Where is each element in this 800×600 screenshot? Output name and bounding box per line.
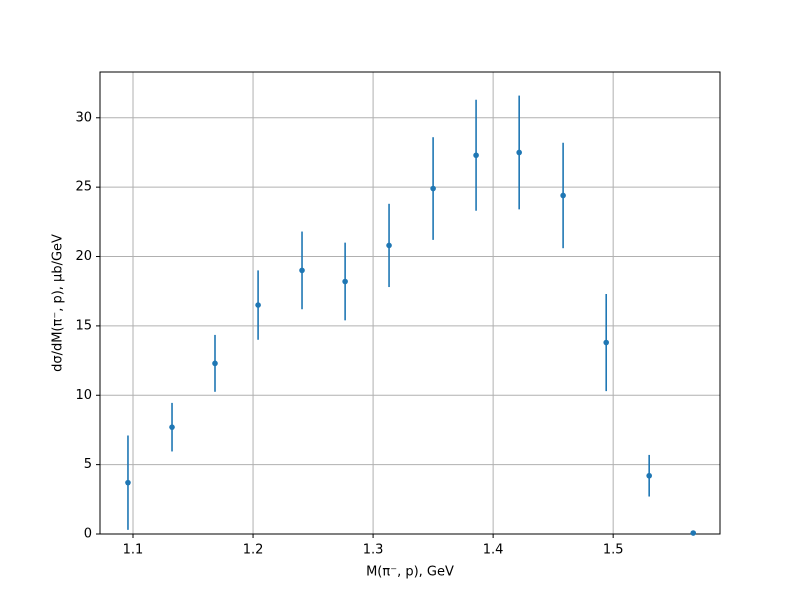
- data-point: [690, 530, 697, 536]
- data-point: [430, 185, 436, 192]
- data-point: [386, 242, 392, 249]
- y-tick-label: 10: [75, 388, 92, 403]
- data-point: [125, 479, 131, 486]
- x-tick-label: 1.5: [603, 543, 624, 558]
- data-point: [255, 302, 261, 308]
- y-tick-label: 25: [75, 180, 92, 195]
- y-tick-label: 15: [75, 318, 92, 333]
- data-point: [560, 192, 566, 199]
- x-tick-label: 1.1: [123, 543, 144, 558]
- data-point: [169, 424, 175, 430]
- plot-frame: [99, 71, 721, 535]
- plot: 0 5 10 15 20 25 30 1.1 1.2 1.3 1.4 1.5: [75, 71, 721, 558]
- data-point: [299, 267, 305, 274]
- data-point: [516, 149, 522, 156]
- x-tick-label: 1.2: [243, 543, 264, 558]
- x-tick-label: 1.4: [483, 543, 504, 558]
- data-point: [342, 278, 348, 285]
- y-tick-label: 0: [84, 527, 92, 542]
- data-point: [603, 339, 610, 346]
- x-tick-label: 1.3: [363, 543, 384, 558]
- data-point: [646, 472, 652, 479]
- y-tick-label: 30: [75, 110, 92, 125]
- y-tick-label: 5: [84, 457, 92, 472]
- y-tick-label: 20: [75, 249, 92, 264]
- x-axis-label: M(π⁻, p), GeV: [366, 565, 454, 580]
- data-point: [212, 360, 218, 367]
- y-axis-label: dσ/dM(π⁻, p), μb/GeV: [51, 234, 66, 372]
- data-point: [473, 152, 479, 159]
